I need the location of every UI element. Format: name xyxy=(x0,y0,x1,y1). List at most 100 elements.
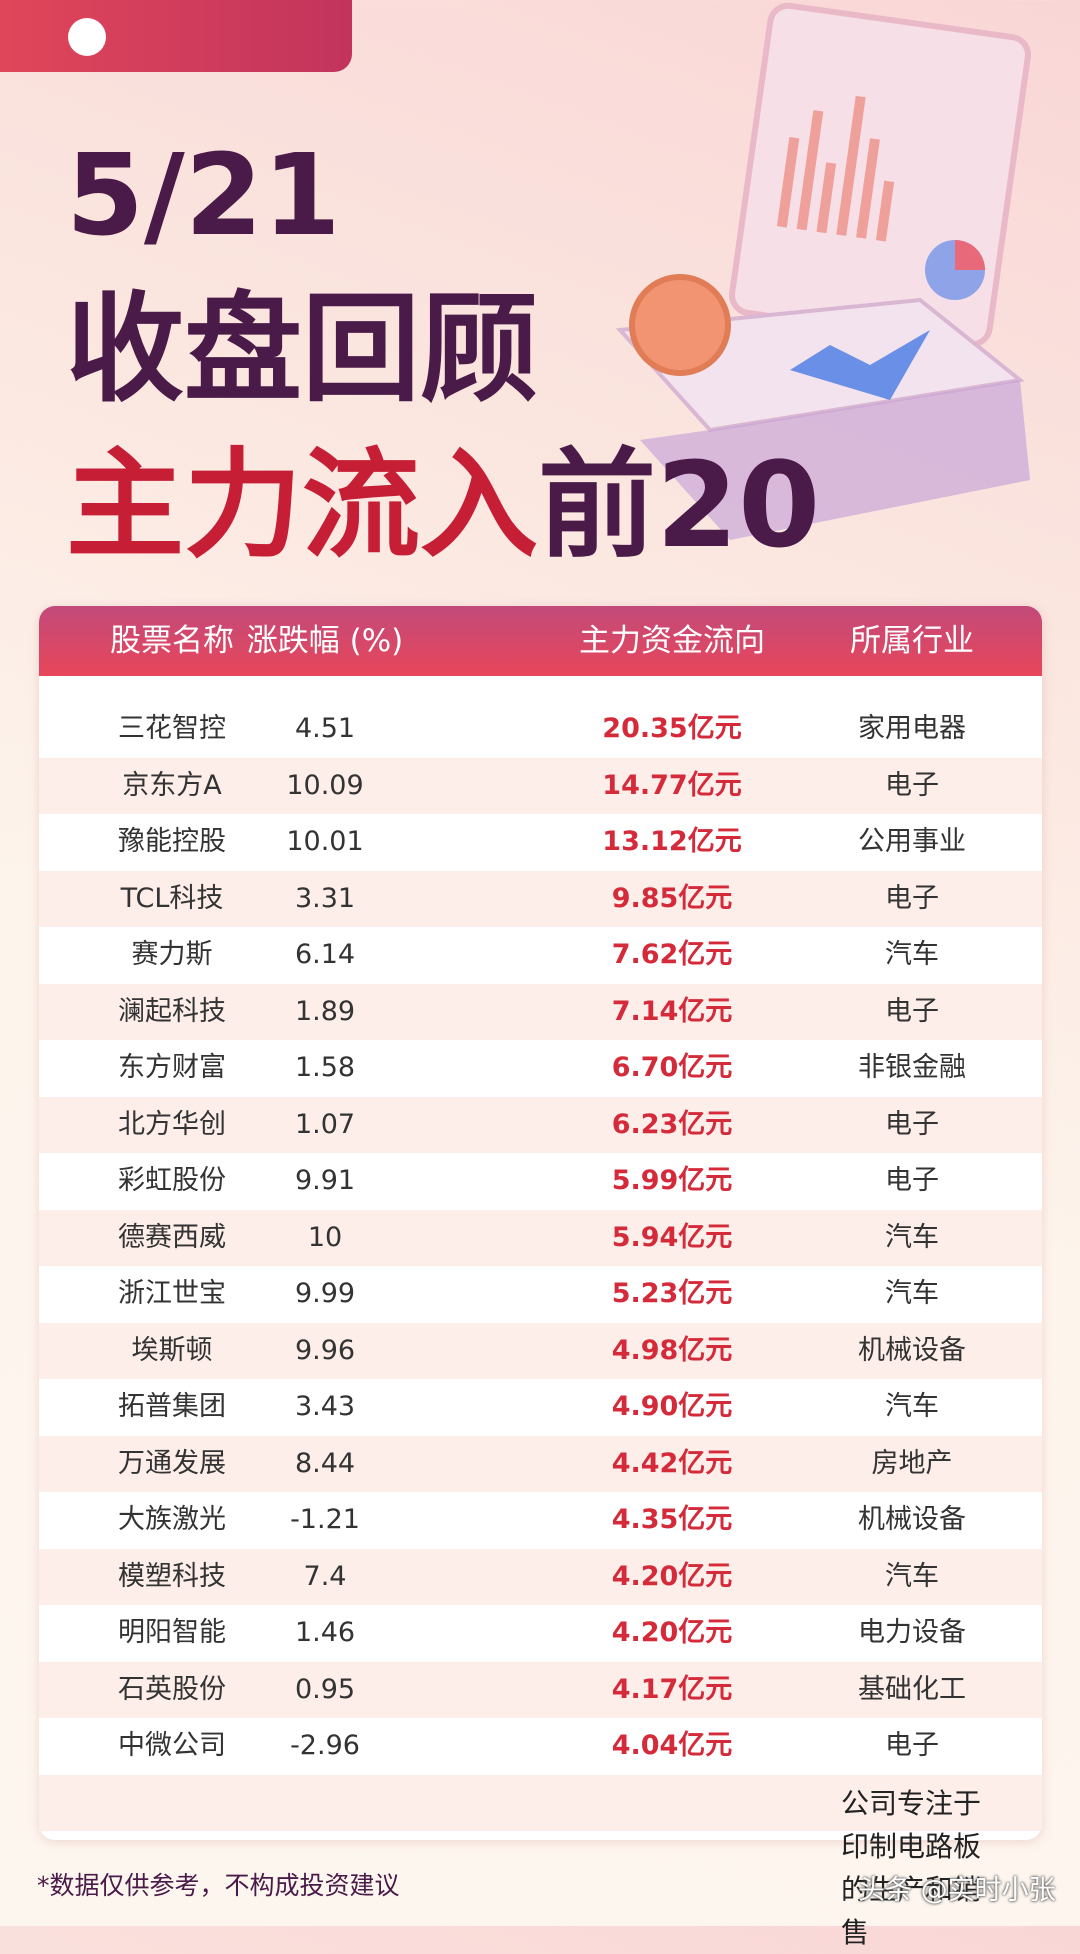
change-pct: 4.51 xyxy=(294,713,356,744)
table-row: 彩虹股份 9.91 5.99亿元 电子 xyxy=(39,1153,1042,1209)
main-flow: 14.77亿元 xyxy=(602,769,742,801)
change-pct: 1.07 xyxy=(294,1108,356,1140)
industry: 电力设备 xyxy=(858,1617,966,1648)
change-pct: 1.89 xyxy=(294,995,356,1027)
industry: 汽车 xyxy=(885,1221,939,1253)
industry: 汽车 xyxy=(885,1560,939,1592)
table-row: 赛力斯 6.14 7.62亿元 汽车 xyxy=(39,927,1042,983)
change-pct: 3.31 xyxy=(294,882,356,914)
table-row: 德赛西威 10 5.94亿元 汽车 xyxy=(39,1209,1042,1266)
industry: 电子 xyxy=(885,882,939,914)
main-flow: 7.14亿元 xyxy=(611,995,733,1027)
logo xyxy=(68,18,106,56)
table-row: 浙江世宝 9.99 5.23亿元 汽车 xyxy=(39,1266,1042,1322)
industry: 电子 xyxy=(885,1730,939,1761)
main-flow: 13.12亿元 xyxy=(602,826,742,857)
change-pct: 8.44 xyxy=(294,1447,356,1479)
main-flow: 4.35亿元 xyxy=(611,1504,733,1535)
stock-name: 万通发展 xyxy=(118,1447,226,1479)
stock-name: 豫能控股 xyxy=(118,826,226,857)
change-pct: 9.91 xyxy=(294,1165,356,1196)
table: 股票名称 涨跌幅 (%) 主力资金流向 所属行业 三花智控 4.51 20.35亿元 家用电… xyxy=(39,606,1042,1840)
change-pct: 1.58 xyxy=(294,1052,356,1083)
change-pct: 1.46 xyxy=(294,1617,356,1648)
column-header: 所属行业 xyxy=(850,623,974,659)
main-flow: 4.42亿元 xyxy=(611,1447,733,1479)
table-row: 北方华创 1.07 6.23亿元 电子 xyxy=(39,1096,1042,1153)
main-flow: 5.23亿元 xyxy=(611,1278,733,1309)
main-flow: 7.62亿元 xyxy=(611,939,733,970)
main-flow: 4.98亿元 xyxy=(611,1334,733,1366)
table-row: 万通发展 8.44 4.42亿元 房地产 xyxy=(39,1435,1042,1492)
table-row: 澜起科技 1.89 7.14亿元 电子 xyxy=(39,983,1042,1040)
column-header: 涨跌幅 (%) xyxy=(246,623,404,659)
main-flow: 4.20亿元 xyxy=(611,1617,733,1648)
table-row: 京东方A 10.09 14.77亿元 电子 xyxy=(39,757,1042,814)
change-pct: -2.96 xyxy=(290,1730,360,1761)
stock-name: 浙江世宝 xyxy=(118,1278,226,1309)
change-pct: 3.43 xyxy=(294,1391,356,1422)
stock-name: 大族激光 xyxy=(118,1504,226,1535)
stock-name: 京东方A xyxy=(122,769,222,801)
industry: 电子 xyxy=(885,995,939,1027)
industry: 汽车 xyxy=(885,1278,939,1309)
table-row: 石英股份 0.95 4.17亿元 基础化工 xyxy=(39,1661,1042,1718)
industry: 汽车 xyxy=(885,1391,939,1422)
main-flow: 4.04亿元 xyxy=(611,1730,733,1761)
stock-name: 东方财富 xyxy=(118,1052,226,1083)
table-row: 明阳智能 1.46 4.20亿元 电力设备 xyxy=(39,1605,1042,1661)
table-row: 埃斯顿 9.96 4.98亿元 机械设备 xyxy=(39,1322,1042,1379)
stock-name: 石英股份 xyxy=(118,1673,226,1705)
stock-name: 赛力斯 xyxy=(131,939,213,970)
main-flow: 20.35亿元 xyxy=(602,713,742,744)
change-pct: 9.96 xyxy=(294,1334,356,1366)
main-flow: 9.85亿元 xyxy=(611,882,733,914)
industry: 房地产 xyxy=(871,1447,953,1479)
stock-name: 拓普集团 xyxy=(118,1391,226,1422)
table-row: 大族激光 -1.21 4.35亿元 机械设备 xyxy=(39,1492,1042,1548)
industry: 电子 xyxy=(885,769,939,801)
table-row: 中微公司 -2.96 4.04亿元 电子 xyxy=(39,1718,1042,1774)
stock-name: 德赛西威 xyxy=(118,1221,226,1253)
industry: 电子 xyxy=(885,1165,939,1196)
industry: 汽车 xyxy=(885,939,939,970)
main-flow: 4.17亿元 xyxy=(611,1673,733,1705)
main-flow: 6.23亿元 xyxy=(611,1108,733,1140)
change-pct: -1.21 xyxy=(290,1504,360,1535)
column-header: 主力资金流向 xyxy=(579,623,765,659)
stock-name: 埃斯顿 xyxy=(131,1334,213,1366)
stock-name: 模塑科技 xyxy=(118,1560,226,1592)
change-pct: 9.99 xyxy=(294,1278,356,1309)
date: 5/21 xyxy=(66,131,341,261)
stock-name: 北方华创 xyxy=(118,1108,226,1140)
illustration xyxy=(615,2,1031,540)
table-row xyxy=(39,1774,1042,1831)
stock-name: 澜起科技 xyxy=(118,995,226,1027)
industry: 公用事业 xyxy=(858,826,966,857)
stock-name: 中微公司 xyxy=(118,1730,226,1761)
change-pct: 0.95 xyxy=(294,1673,356,1705)
industry: 家用电器 xyxy=(858,713,966,744)
industry: 非银金融 xyxy=(858,1052,966,1083)
table-row: 豫能控股 10.01 13.12亿元 公用事业 xyxy=(39,814,1042,870)
change-pct: 10.09 xyxy=(286,769,364,801)
industry: 机械设备 xyxy=(858,1334,966,1366)
industry: 机械设备 xyxy=(858,1504,966,1535)
top-banner xyxy=(0,0,352,72)
column-header: 股票名称 xyxy=(110,623,234,659)
main-flow: 4.20亿元 xyxy=(611,1560,733,1592)
title: 收盘回顾 xyxy=(66,280,539,418)
disclaimer: *数据仅供参考，不构成投资建议 xyxy=(37,1871,400,1900)
change-pct: 10.01 xyxy=(286,826,364,857)
subtitle: 主力流入前20 xyxy=(66,446,820,564)
change-pct: 6.14 xyxy=(294,939,356,970)
subtitle-red: 主力流入 xyxy=(66,436,539,574)
main-flow: 4.90亿元 xyxy=(611,1391,733,1422)
subtitle-purple: 前20 xyxy=(538,436,821,574)
change-pct: 10 xyxy=(307,1221,343,1253)
main-flow: 5.94亿元 xyxy=(611,1221,733,1253)
industry: 基础化工 xyxy=(858,1673,966,1705)
table-row: 东方财富 1.58 6.70亿元 非银金融 xyxy=(39,1040,1042,1096)
stock-name: 三花智控 xyxy=(118,713,226,744)
